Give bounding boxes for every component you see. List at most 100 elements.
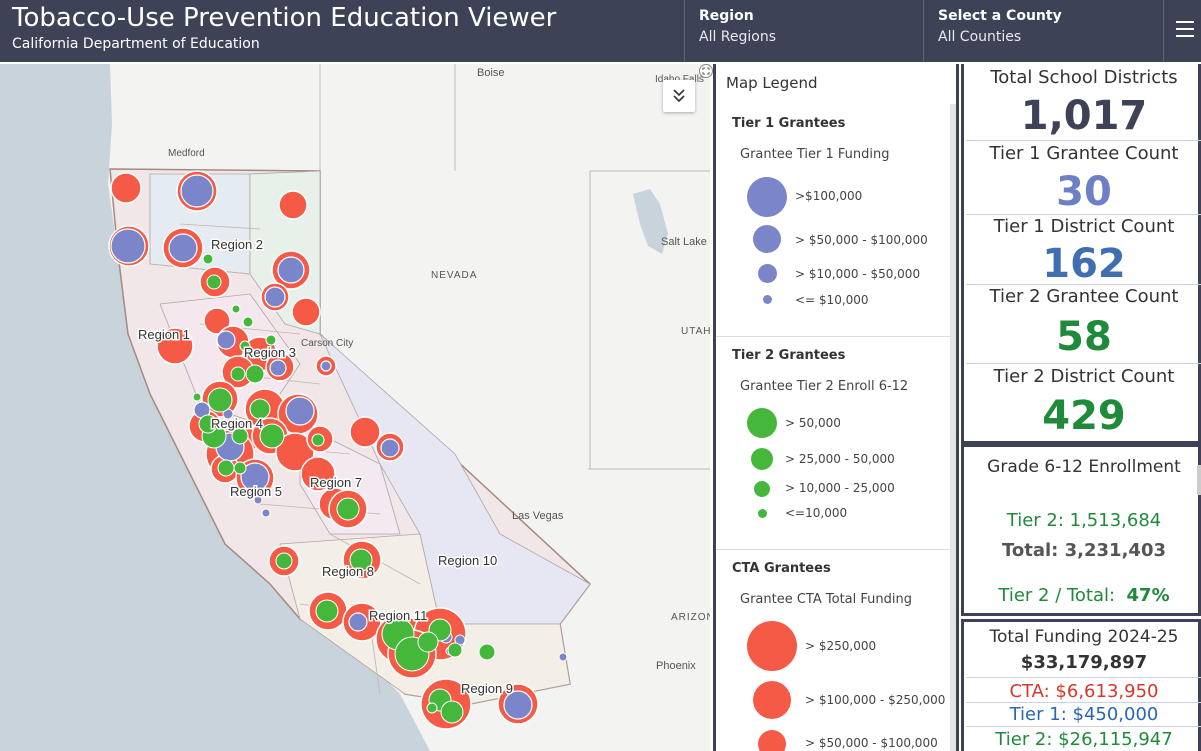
map-canvas[interactable]: Boise Idaho Falls Medford Salt Lake City…: [0, 64, 710, 751]
stat-divider: [966, 363, 1201, 364]
map-legend-panel[interactable]: Map Legend Tier 1 Grantees Grantee Tier …: [713, 64, 959, 751]
map-label-boise: Boise: [477, 67, 505, 79]
legend-tier1-item: >$100,000: [795, 189, 863, 203]
total-districts-value: 1,017: [1020, 93, 1148, 139]
enrollment-ratio: Tier 2 / Total: 47%: [964, 585, 1201, 606]
enrollment-scrollbar[interactable]: [1197, 465, 1201, 495]
legend-tier2-item: > 25,000 - 50,000: [785, 452, 895, 466]
legend-cta-swatch: [758, 730, 786, 751]
map-label-phoenix: Phoenix: [656, 660, 696, 672]
legend-divider: [716, 549, 950, 550]
app-title: Tobacco-Use Prevention Education Viewer: [12, 3, 557, 33]
legend-title: Map Legend: [726, 74, 818, 92]
map-label-nevada: NEVADA: [431, 270, 477, 281]
region-label-1: Region 1: [138, 327, 190, 342]
enrollment-tier2: Tier 2: 1,513,684: [1006, 510, 1162, 531]
region-selector-value: All Regions: [699, 29, 777, 45]
stat-divider: [966, 284, 1201, 285]
legend-tier1-swatch: [753, 225, 781, 253]
county-selector-label: Select a County: [938, 8, 1062, 24]
legend-tier1-item: <= $10,000: [795, 293, 869, 307]
legend-cta-subheading: Grantee CTA Total Funding: [740, 592, 912, 607]
region-label-8: Region 8: [322, 564, 374, 579]
legend-divider: [716, 336, 950, 337]
legend-tier1-swatch: [763, 295, 772, 304]
stat-divider: [966, 726, 1201, 727]
app-subtitle: California Department of Education: [12, 36, 260, 52]
enrollment-ratio-label: Tier 2 / Total:: [998, 585, 1116, 606]
region-label-10: Region 10: [438, 553, 497, 568]
legend-tier2-item: > 50,000: [785, 416, 841, 430]
tier2-district-value: 429: [1042, 393, 1126, 439]
legend-tier2-swatch: [758, 509, 767, 518]
map-label-utah: UTAH: [681, 326, 710, 337]
funding-card: Total Funding 2024-25 $33,179,897 CTA: $…: [961, 619, 1201, 751]
legend-tier2-swatch: [751, 448, 773, 470]
stat-divider: [966, 140, 1201, 141]
stat-divider: [966, 677, 1201, 678]
legend-cta-item: > $100,000 - $250,000: [805, 693, 946, 707]
map-label-medford: Medford: [168, 148, 205, 159]
map-label-carson-city: Carson City: [301, 338, 353, 349]
legend-tier1-swatch: [758, 264, 777, 283]
map-label-salt-lake-city: Salt Lake City: [661, 236, 710, 248]
tier2-grantee-label: Tier 2 Grantee Count: [989, 286, 1179, 307]
funding-label: Total Funding 2024-25: [989, 627, 1179, 647]
legend-tier2-swatch: [747, 408, 777, 438]
expand-icon[interactable]: [699, 64, 713, 78]
map-label-arizona: ARIZONA: [671, 612, 710, 623]
tier1-district-value: 162: [1042, 241, 1126, 287]
chevron-double-down-icon: [673, 89, 685, 103]
stat-divider: [966, 702, 1201, 703]
enrollment-ratio-value: 47%: [1126, 585, 1170, 606]
tier1-district-label: Tier 1 District Count: [993, 216, 1175, 237]
county-selector-value: All Counties: [938, 29, 1022, 45]
enrollment-total-value: 3,231,403: [1064, 540, 1166, 561]
legend-tier1-swatch: [747, 177, 787, 217]
region-label-5: Region 5: [230, 484, 282, 499]
funding-tier1: Tier 1: $450,000: [1009, 704, 1159, 725]
enrollment-total: Total: 3,231,403: [964, 540, 1201, 561]
legend-cta-heading: CTA Grantees: [732, 561, 831, 576]
legend-tier1-heading: Tier 1 Grantees: [732, 116, 846, 131]
region-label-7: Region 7: [310, 475, 362, 490]
tier1-grantee-label: Tier 1 Grantee Count: [989, 143, 1179, 164]
legend-tier2-heading: Tier 2 Grantees: [732, 348, 846, 363]
map-view[interactable]: Boise Idaho Falls Medford Salt Lake City…: [0, 64, 710, 751]
legend-tier2-item: <=10,000: [785, 506, 848, 520]
stats-panel: Total School Districts 1,017 Tier 1 Gran…: [959, 64, 1201, 751]
legend-tier2-swatch: [754, 481, 770, 497]
county-selector[interactable]: Select a County All Counties: [923, 0, 1163, 62]
legend-scrollbar[interactable]: [950, 104, 956, 751]
total-districts-label: Total School Districts: [990, 67, 1178, 88]
legend-tier1-item: > $50,000 - $100,000: [795, 233, 928, 247]
legend-cta-swatch: [747, 621, 797, 671]
legend-cta-swatch: [753, 681, 791, 719]
counts-card: Total School Districts 1,017 Tier 1 Gran…: [961, 64, 1201, 444]
legend-tier2-subheading: Grantee Tier 2 Enroll 6-12: [740, 379, 909, 394]
region-label-2: Region 2: [211, 237, 263, 252]
enrollment-card: Grade 6-12 Enrollment Tier 2: 1,513,684 …: [961, 444, 1201, 616]
region-label-4: Region 4: [211, 416, 263, 431]
collapse-button[interactable]: [663, 80, 695, 112]
stat-divider: [966, 214, 1201, 215]
legend-cta-item: > $50,000 - $100,000: [805, 736, 938, 750]
region-label-3: Region 3: [244, 345, 296, 360]
legend-cta-item: > $250,000: [805, 639, 877, 653]
enrollment-total-label: Total:: [1001, 540, 1059, 561]
region-selector[interactable]: Region All Regions: [684, 0, 923, 62]
legend-tier2-item: > 10,000 - 25,000: [785, 481, 895, 495]
funding-total: $33,179,897: [1020, 652, 1148, 673]
app-header: Tobacco-Use Prevention Education Viewer …: [0, 0, 1201, 62]
region-label-9: Region 9: [461, 681, 513, 696]
enrollment-label: Grade 6-12 Enrollment: [987, 457, 1181, 477]
region-label-11: Region 11: [369, 608, 427, 623]
grantee-markers[interactable]: [108, 170, 568, 730]
legend-tier1-subheading: Grantee Tier 1 Funding: [740, 147, 890, 162]
hamburger-menu-icon[interactable]: [1163, 0, 1201, 62]
tier2-grantee-value: 58: [1056, 314, 1112, 360]
funding-tier2: Tier 2: $26,115,947: [995, 729, 1173, 750]
tier1-grantee-value: 30: [1056, 169, 1112, 215]
map-label-las-vegas: Las Vegas: [512, 510, 564, 522]
funding-cta: CTA: $6,613,950: [1009, 681, 1159, 702]
